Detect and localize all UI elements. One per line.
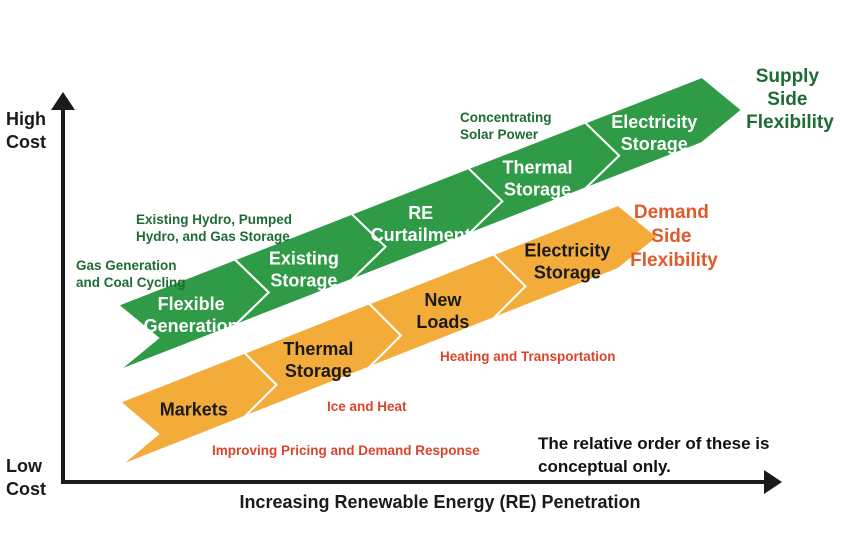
demand-chevron-4-label: Electricity Storage — [524, 241, 610, 283]
supply-chevron-2-label-line: Existing — [269, 249, 339, 269]
demand-chevron-1-label-line: Markets — [160, 399, 228, 419]
demand-chevron-2-label-line: Thermal — [283, 339, 353, 359]
demand-chevron-2-label: Thermal Storage — [283, 339, 353, 381]
supply-chevron-4-label: Thermal Storage — [502, 157, 572, 199]
supply-chevron-1-label-line: Flexible — [158, 294, 225, 314]
demand-note-heating-transport: Heating and Transportation — [440, 349, 616, 364]
x-axis-label: Increasing Renewable Energy (RE) Penetra… — [239, 492, 640, 512]
supply-chevron-1-label-line: Generation — [144, 316, 239, 336]
demand-side-title: Demand Side Flexibility — [630, 202, 718, 271]
supply-chevron-5-label: Electricity Storage — [611, 112, 697, 154]
supply-chevron-2-label: Existing Storage — [269, 249, 339, 291]
y-axis-high-label: High Cost — [6, 109, 51, 152]
y-axis-arrowhead — [51, 92, 75, 110]
supply-note-existing-hydro: Existing Hydro, Pumped Hydro, and Gas St… — [136, 212, 296, 244]
supply-chevron-3-label: RE Curtailment — [371, 203, 471, 245]
supply-chevron-4-label-line: Thermal — [502, 157, 572, 177]
supply-chevron-5-label-line: Storage — [621, 134, 688, 154]
supply-chevron-2-label-line: Storage — [270, 271, 337, 291]
demand-chevron-1-label: Markets — [160, 399, 228, 419]
demand-chevron-3-label: New Loads — [416, 290, 469, 332]
supply-side-title: Supply Side Flexibility — [746, 66, 834, 133]
supply-note-gas-generation: Gas Generation and Coal Cycling — [76, 258, 186, 290]
axes — [51, 92, 782, 494]
supply-chevron-5-label-line: Electricity — [611, 112, 697, 132]
supply-chevron-1-label: Flexible Generation — [144, 294, 239, 336]
footnote: The relative order of these is conceptua… — [538, 434, 774, 476]
supply-chevron-3-label-line: RE — [408, 203, 433, 223]
demand-note-ice-heat: Ice and Heat — [327, 399, 407, 414]
supply-chevron-3-label-line: Curtailment — [371, 225, 471, 245]
demand-chevron-3-label-line: New — [424, 290, 462, 310]
demand-chevron-2-label-line: Storage — [285, 361, 352, 381]
supply-chevron-5 — [583, 75, 744, 190]
y-axis-low-label: Low Cost — [6, 456, 47, 499]
x-axis-arrowhead — [764, 470, 782, 494]
supply-chevron-4-label-line: Storage — [504, 179, 571, 199]
demand-chevron-4-label-line: Electricity — [524, 241, 610, 261]
demand-chevron-4 — [491, 203, 660, 320]
demand-note-pricing: Improving Pricing and Demand Response — [212, 443, 480, 458]
demand-chevron-3-label-line: Loads — [416, 312, 469, 332]
supply-note-concentrating-solar: Concentrating Solar Power — [460, 110, 555, 142]
demand-chevron-4-label-line: Storage — [534, 263, 601, 283]
